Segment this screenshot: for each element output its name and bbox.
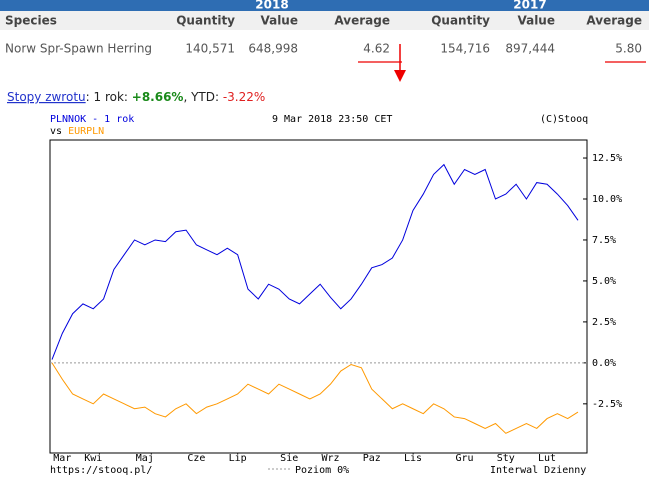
column-header-bar xyxy=(0,11,649,30)
x-tick-label: Sie xyxy=(280,453,298,464)
arrow-head xyxy=(394,70,406,82)
series-line xyxy=(51,163,579,360)
chart-subtitle: 9 Mar 2018 23:50 CET xyxy=(272,114,392,125)
x-tick-label: Lis xyxy=(404,453,422,464)
return-1y: +8.66% xyxy=(132,90,184,104)
group-header: 2017 xyxy=(513,0,546,12)
x-tick-label: Lut xyxy=(538,453,556,464)
series-name: PLNNOK xyxy=(50,114,86,125)
column-header: Quantity xyxy=(431,14,490,28)
column-header: Value xyxy=(517,14,555,28)
x-tick-label: Cze xyxy=(187,453,205,464)
y-tick-label: -2.5% xyxy=(592,399,622,410)
table-cell: 140,571 xyxy=(185,42,235,56)
returns-text: , YTD: xyxy=(183,90,222,104)
y-tick-label: 12.5% xyxy=(592,153,622,164)
title-suffix: - 1 rok xyxy=(86,114,134,125)
table-cell: 897,444 xyxy=(505,42,555,56)
y-tick-label: 2.5% xyxy=(592,317,616,328)
column-header: Average xyxy=(334,14,390,28)
x-tick-label: Kwi xyxy=(84,453,102,464)
group-header: 2018 xyxy=(255,0,288,12)
table: Species Quantity Value Average Quantity Value… xyxy=(5,14,642,56)
legend: vs EURPLN xyxy=(50,126,104,137)
column-header: Species xyxy=(5,14,57,28)
y-tick-label: 5.0% xyxy=(592,276,616,287)
column-header: Average xyxy=(586,14,642,28)
x-tick-label: Gru xyxy=(456,453,474,464)
table-cell: Norw Spr-Spawn Herring xyxy=(5,42,152,56)
zero-line-label: Poziom 0% xyxy=(295,465,349,476)
x-tick-label: Mar xyxy=(53,453,71,464)
group-header-bar xyxy=(0,0,649,11)
y-tick-label: 7.5% xyxy=(592,235,616,246)
x-tick-label: Lip xyxy=(229,453,247,464)
source: https://stooq.pl/ xyxy=(50,465,152,476)
table-cell: 4.62 xyxy=(363,42,390,56)
chart-title: PLNNOK - 1 rok xyxy=(50,114,134,125)
legend-prefix: vs xyxy=(50,126,68,137)
y-tick-label: 0.0% xyxy=(592,358,616,369)
table-cell: 648,998 xyxy=(248,42,298,56)
returns-text: : 1 rok: xyxy=(86,90,132,104)
series-line xyxy=(51,362,579,434)
table-cell: 154,716 xyxy=(440,42,490,56)
x-tick-label: Sty xyxy=(497,453,515,464)
chart-credit: (C)Stooq xyxy=(540,114,588,125)
plot-frame xyxy=(49,139,588,454)
return-ytd: -3.22% xyxy=(223,90,265,104)
x-tick-label: Wrz xyxy=(321,453,339,464)
x-tick-label: Paz xyxy=(363,453,381,464)
x-tick-label: Maj xyxy=(136,453,154,464)
interval: Interwal Dzienny xyxy=(490,465,586,476)
column-header: Quantity xyxy=(176,14,235,28)
y-tick-label: 10.0% xyxy=(592,194,622,205)
returns-link[interactable]: Stopy zwrotu xyxy=(7,90,86,104)
table-cell: 5.80 xyxy=(615,42,642,56)
column-header: Value xyxy=(260,14,298,28)
returns-line: Stopy zwrotu: 1 rok: +8.66%, YTD: -3.22% xyxy=(7,90,265,104)
legend-entry: EURPLN xyxy=(68,126,104,137)
